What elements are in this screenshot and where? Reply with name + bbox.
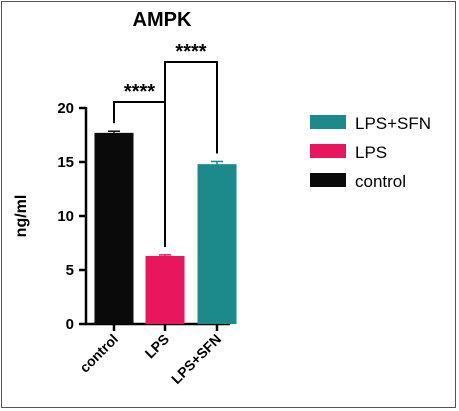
significance-label: **** (175, 41, 206, 63)
chart-title: AMPK (133, 9, 192, 31)
legend: LPS+SFN LPS control (310, 114, 431, 191)
bar-lps (145, 255, 185, 324)
bar-lps-sfn (197, 164, 237, 324)
x-tick-label: control (76, 331, 121, 376)
bars (94, 130, 237, 324)
bar-control (94, 132, 134, 324)
legend-swatch (310, 115, 346, 129)
legend-swatch (310, 144, 346, 158)
x-tick-label: LPS (142, 331, 173, 362)
significance-brackets: **** **** (113, 41, 218, 247)
legend-label: LPS+SFN (355, 114, 431, 133)
y-tick-label: 5 (66, 262, 74, 279)
legend-label: LPS (355, 143, 387, 162)
significance-label: **** (124, 81, 155, 103)
y-axis-label: ng/ml (13, 195, 30, 238)
y-tick-label: 10 (57, 208, 74, 225)
y-tick-label: 20 (57, 100, 74, 117)
x-tick-label: LPS+SFN (168, 331, 224, 387)
legend-swatch (310, 173, 346, 187)
y-tick-label: 0 (66, 316, 74, 333)
legend-label: control (355, 172, 406, 191)
y-tick-label: 15 (57, 154, 74, 171)
significance-bracket (164, 61, 218, 247)
